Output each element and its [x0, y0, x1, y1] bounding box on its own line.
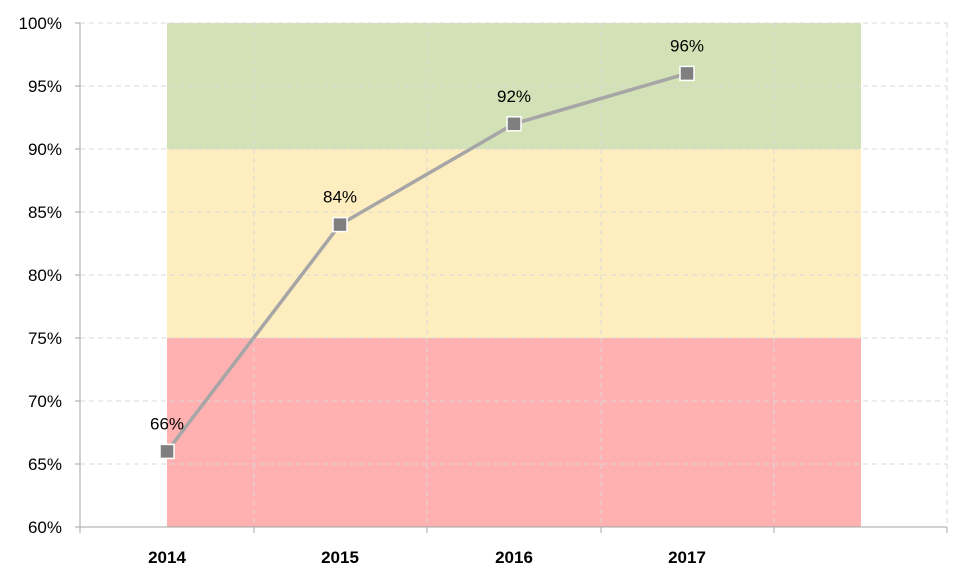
data-point-marker: [679, 65, 695, 82]
y-axis-ticks: 60% 65% 70% 75% 80% 85% 90% 95% 100%: [19, 14, 62, 537]
data-point-marker: [332, 216, 348, 233]
y-tick-label: 90%: [28, 140, 62, 159]
x-tick-label: 2014: [148, 548, 186, 567]
y-tick-label: 95%: [28, 77, 62, 96]
x-tick-label: 2017: [668, 548, 706, 567]
y-tick-label: 100%: [19, 14, 62, 33]
data-point-label: 92%: [497, 87, 531, 106]
data-point-label: 96%: [670, 36, 704, 55]
background-bands: [167, 23, 861, 527]
series: [159, 65, 695, 460]
y-tick-label: 70%: [28, 392, 62, 411]
series-line: [165, 71, 688, 453]
yellow-zone-band: [167, 149, 861, 338]
y-tick-label: 85%: [28, 203, 62, 222]
x-tick-label: 2015: [321, 548, 359, 567]
y-tick-label: 65%: [28, 455, 62, 474]
data-point-label: 84%: [323, 188, 357, 207]
data-labels: 66% 84% 92% 96%: [150, 36, 704, 433]
red-zone-band: [167, 338, 861, 527]
y-tick-label: 75%: [28, 329, 62, 348]
y-tick-label: 80%: [28, 266, 62, 285]
data-point-marker: [506, 116, 522, 132]
gridlines: [80, 22, 948, 527]
axes: [75, 22, 948, 533]
data-point-label: 66%: [150, 414, 184, 433]
data-point-marker: [159, 443, 175, 460]
x-axis-ticks: 2014 2015 2016 2017: [148, 548, 706, 567]
y-tick-label: 60%: [28, 518, 62, 537]
x-tick-label: 2016: [495, 548, 533, 567]
